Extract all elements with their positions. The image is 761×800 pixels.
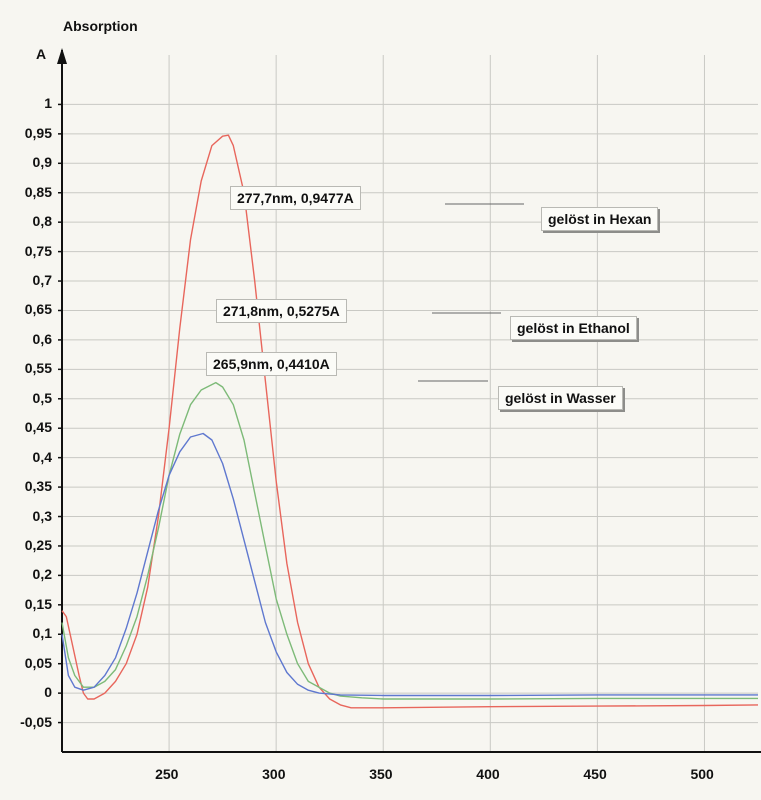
y-tick-label: 0,1 xyxy=(32,625,52,642)
y-tick-label: 0,4 xyxy=(32,448,52,465)
x-tick-label: 500 xyxy=(690,766,714,782)
y-tick-label: 0,5 xyxy=(32,389,52,406)
legend-label-hexan: gelöst in Hexan xyxy=(541,207,659,231)
y-tick-label: 0,55 xyxy=(24,360,52,377)
peak-label-ethanol: 271,8nm, 0,5275A xyxy=(216,299,347,323)
y-tick-label: 0,75 xyxy=(24,242,52,259)
y-axis-arrow-icon xyxy=(57,48,67,64)
y-tick-label: 0,8 xyxy=(32,213,52,230)
y-tick-label: 0,95 xyxy=(24,124,52,141)
y-tick-label: 0,2 xyxy=(32,566,52,583)
y-tick-label: 0,6 xyxy=(32,330,52,347)
series-line-1 xyxy=(61,381,758,700)
y-tick-label: 0,9 xyxy=(32,154,52,171)
legend-label-ethanol: gelöst in Ethanol xyxy=(510,316,637,340)
x-tick-label: 400 xyxy=(476,766,500,782)
y-tick-label: 0,45 xyxy=(24,419,52,436)
y-axis-unit: A xyxy=(36,46,47,62)
y-tick-label: 1 xyxy=(44,95,52,112)
y-tick-label: 0 xyxy=(44,684,52,701)
y-tick-label: -0,05 xyxy=(20,713,52,730)
x-tick-label: 350 xyxy=(369,766,393,782)
x-tick-label: 450 xyxy=(583,766,607,782)
y-tick-label: 0,65 xyxy=(24,301,52,318)
series-line-0 xyxy=(61,134,759,709)
y-tick-label: 0,85 xyxy=(24,183,52,200)
legend-label-wasser: gelöst in Wasser xyxy=(498,386,623,410)
y-tick-label: 0,35 xyxy=(24,478,52,495)
x-tick-label: 250 xyxy=(155,766,179,782)
y-tick-label: 0,25 xyxy=(24,536,52,553)
series-line-2 xyxy=(61,432,758,697)
peak-label-hexan: 277,7nm, 0,9477A xyxy=(230,186,361,210)
y-axis-title: Absorption xyxy=(63,18,138,34)
x-tick-label: 300 xyxy=(262,766,286,782)
y-tick-label: 0,15 xyxy=(24,595,52,612)
peak-label-wasser: 265,9nm, 0,4410A xyxy=(206,352,337,376)
y-tick-label: 0,05 xyxy=(24,654,52,671)
y-tick-label: 0,3 xyxy=(32,507,52,524)
y-tick-label: 0,7 xyxy=(32,272,52,289)
